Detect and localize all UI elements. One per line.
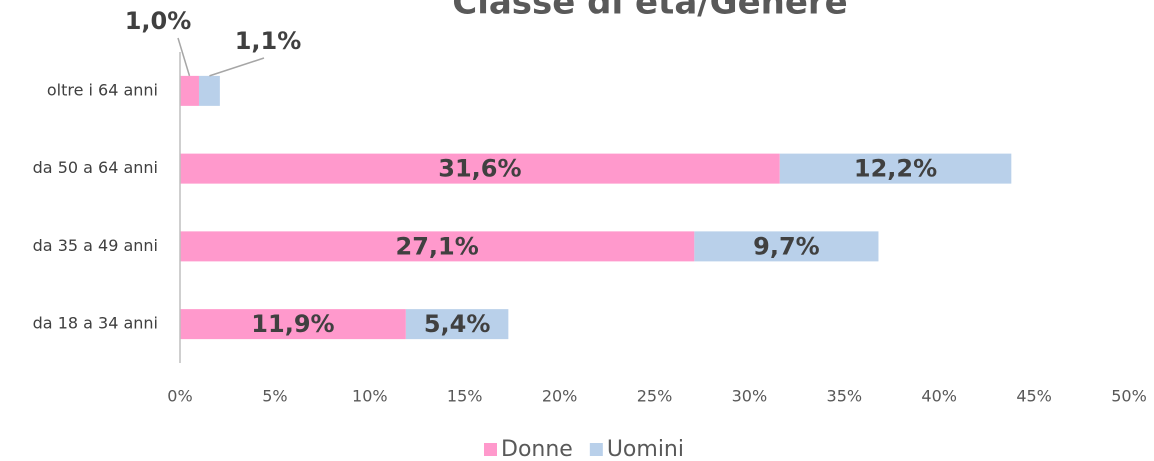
chart-title: Classe di età/Genere <box>452 0 847 23</box>
x-tick-label: 10% <box>352 387 388 406</box>
y-tick-label: da 35 a 49 anni <box>33 236 158 255</box>
y-tick-label: da 50 a 64 anni <box>33 158 158 177</box>
data-label: 11,9% <box>251 310 334 338</box>
x-tick-label: 5% <box>262 387 287 406</box>
x-tick-label: 0% <box>167 387 192 406</box>
x-tick-label: 15% <box>447 387 483 406</box>
data-label: 9,7% <box>753 232 820 260</box>
bar-segment <box>180 75 199 106</box>
bar-segment <box>779 153 1012 184</box>
x-tick-label: 50% <box>1111 387 1147 406</box>
bar-segment <box>694 231 879 262</box>
y-tick-label: da 18 a 34 anni <box>33 314 158 333</box>
leader-line <box>209 57 265 77</box>
bar-segment <box>405 309 509 340</box>
y-tick-label: oltre i 64 anni <box>47 80 158 99</box>
data-label: 5,4% <box>424 310 491 338</box>
bar-segment <box>180 153 780 184</box>
x-tick-label: 30% <box>732 387 768 406</box>
data-label: 1,0% <box>125 7 192 35</box>
data-label: 12,2% <box>854 155 937 183</box>
leader-line <box>177 37 191 77</box>
legend-label: Donne <box>501 437 573 461</box>
data-label: 1,1% <box>235 27 302 55</box>
legend-swatch <box>589 443 603 456</box>
x-tick-label: 40% <box>921 387 957 406</box>
data-label: 31,6% <box>438 155 521 183</box>
bar-segment <box>198 75 220 106</box>
bar-segment <box>180 231 695 262</box>
x-tick-label: 35% <box>827 387 863 406</box>
data-label: 27,1% <box>396 232 479 260</box>
legend-swatch <box>484 443 497 456</box>
bar-segment <box>180 309 406 340</box>
x-tick-label: 20% <box>542 387 578 406</box>
x-tick-label: 45% <box>1016 387 1052 406</box>
legend-label: Uomini <box>607 437 684 461</box>
x-tick-label: 25% <box>637 387 673 406</box>
